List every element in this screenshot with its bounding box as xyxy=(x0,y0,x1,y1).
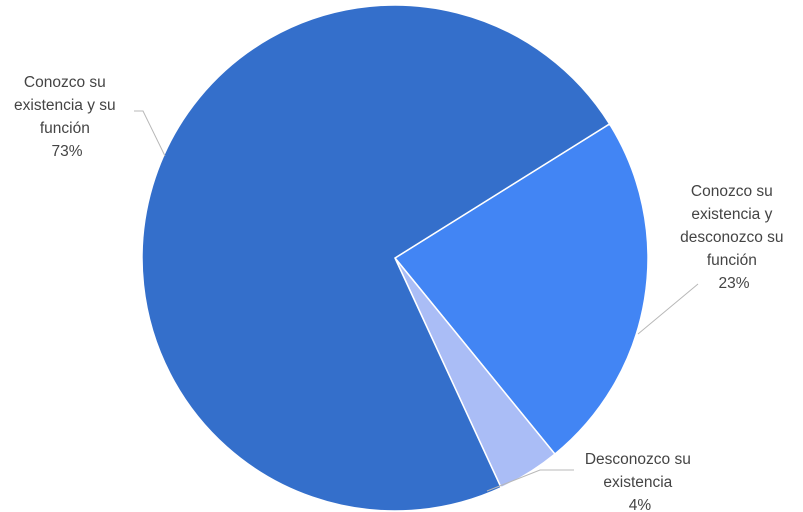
slice-label-no-existence: Desconozco su existencia 4% xyxy=(585,451,695,512)
slice-label-existence-and-function: Conozco su existencia y su función 73% xyxy=(14,74,120,160)
leader-line-existence-and-function xyxy=(134,110,166,157)
pie-slices xyxy=(141,4,649,512)
leader-line-existence-no-function xyxy=(637,283,699,335)
slice-existence-no-function xyxy=(393,122,649,456)
slice-existence-and-function xyxy=(141,4,611,512)
leader-lines xyxy=(134,110,699,492)
slice-label-existence-no-function: Conozco su existencia y desconozco su fu… xyxy=(680,183,788,292)
leader-line-no-existence xyxy=(486,469,574,492)
